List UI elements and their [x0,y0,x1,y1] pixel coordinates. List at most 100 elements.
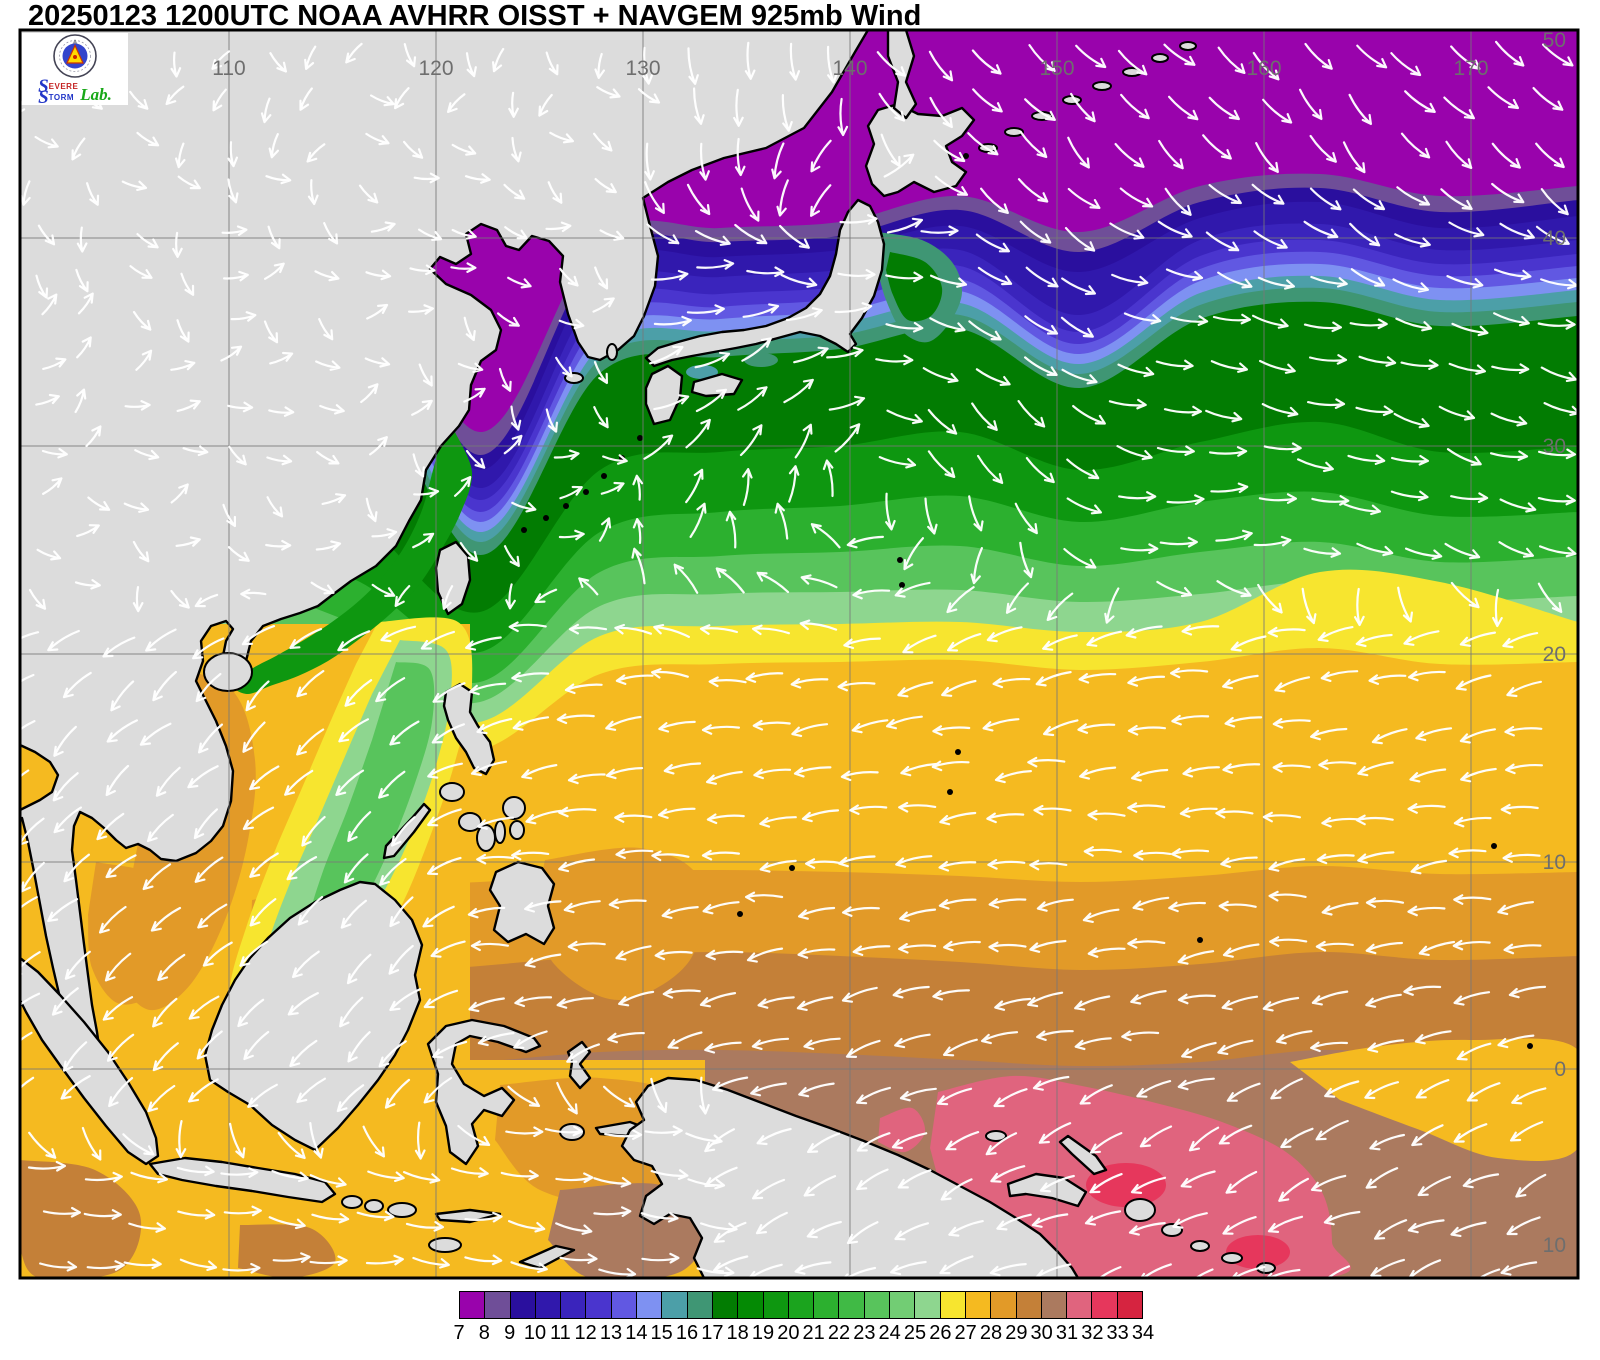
brand-torm: TORM [48,92,75,102]
lat-label-4: 10 [1543,851,1566,874]
colorbar-cell-16 [687,1291,713,1319]
land-new-ireland [1058,1134,1108,1176]
islet [789,865,795,871]
colorbar-cell-7 [459,1291,486,1319]
sst-colorbar-labels: 7 8 9 10 11 12 13 14 15 16 17 18 19 20 21 22 23 24 25 26 27 2… [0,1322,1600,1352]
brand-s1: S [38,76,49,97]
colorbar-tick-32: 32 [1081,1322,1104,1344]
island-solomon-3 [1221,1252,1243,1264]
colorbar-tick-20: 20 [777,1322,800,1344]
colorbar-cell-29 [1016,1291,1042,1319]
sst-region-32 [1086,1163,1166,1207]
colorbar-cell-23 [864,1291,891,1319]
colorbar-tick-9: 9 [504,1322,516,1344]
sst-region-23 [307,662,435,951]
lat-label-6: 10 [1543,1234,1566,1257]
land-borneo [203,880,424,1152]
islet [637,435,643,441]
sst-region-28 [88,862,179,1005]
brand-lab: Lab. [80,85,112,104]
sst-region-29 [238,1224,336,1278]
colorbar-cell-11 [561,1291,587,1319]
colorbar-tick-17: 17 [701,1322,724,1344]
island-hainan [203,652,253,692]
colorbar-tick-18: 18 [726,1322,749,1344]
brand-evere: EVERE [48,81,79,91]
lon-label-120: 120 [418,57,453,80]
colorbar-cell-30 [1041,1291,1068,1319]
island-kuril-8 [1179,41,1197,51]
colorbar-cell-20 [788,1291,815,1319]
university-seal-icon [52,33,98,80]
colorbar-tick-13: 13 [599,1322,623,1344]
land-java [148,1156,337,1204]
colorbar-cell-15 [662,1291,688,1319]
island-lombok [364,1199,384,1213]
islet [583,489,589,495]
sst-region-28 [535,847,705,1001]
colorbar-cell-27 [965,1291,992,1319]
island-mindoro [439,782,465,802]
land-halmahera [566,1040,592,1090]
islet [737,911,743,917]
islet [899,582,905,588]
brand-s2: S [38,87,49,108]
colorbar-tick-26: 26 [929,1322,952,1344]
island-solomon-1 [1161,1223,1183,1237]
lon-label-150: 150 [1039,57,1074,80]
colorbar-cell-17 [712,1291,739,1319]
colorbar-tick-7: 7 [453,1322,465,1344]
axis-label-layer: 110 120 130 140 150 160 170 50 40 30 20 10 0 10 [212,30,1566,1257]
land-luzon [442,682,496,776]
islet [1527,1043,1533,1049]
island-solomon-2 [1190,1240,1210,1252]
lat-label-1: 40 [1543,227,1566,250]
colorbar-cell-31 [1067,1291,1093,1319]
colorbar-cell-19 [763,1291,789,1319]
lon-label-110: 110 [212,57,245,80]
colorbar-cell-33 [1117,1291,1144,1319]
island-tsushima [606,343,618,361]
colorbar-tick-19: 19 [751,1322,775,1344]
colorbar-tick-30: 30 [1030,1322,1053,1344]
sst-region-32 [1226,1235,1290,1269]
colorbar-tick-23: 23 [853,1322,876,1344]
lat-label-2: 30 [1543,435,1566,458]
lon-label-170: 170 [1453,57,1488,80]
land-taiwan [434,540,472,616]
page-title: 20250123 1200UTC NOAA AVHRR OISST + NAVG… [28,0,922,32]
sst-region-29 [20,1160,142,1278]
colorbar-tick-11: 11 [549,1322,571,1344]
severe-storm-lab-logo: S EVERE S TORM Lab. [22,33,128,107]
colorbar-tick-34: 34 [1131,1322,1155,1344]
colorbar-tick-8: 8 [478,1322,490,1344]
colorbar-tick-22: 22 [827,1322,851,1344]
lat-label-5: 0 [1554,1058,1566,1081]
colorbar-tick-14: 14 [625,1322,648,1344]
colorbar-tick-28: 28 [979,1322,1003,1344]
colorbar-cell-8 [485,1291,511,1319]
colorbar-tick-33: 33 [1106,1322,1129,1344]
colorbar-tick-31: 31 [1055,1322,1079,1344]
lon-label-140: 140 [832,57,867,80]
map-border [18,28,1580,1280]
brand-wordmark: S EVERE S TORM Lab. [38,77,112,107]
colorbar-cell-24 [890,1291,916,1319]
island-sumba [428,1237,462,1253]
lon-label-130: 130 [625,57,660,80]
islet [521,527,527,533]
lon-label-160: 160 [1246,57,1281,80]
colorbar-tick-12: 12 [574,1322,597,1344]
colorbar-tick-16: 16 [675,1322,699,1344]
colorbar-cell-25 [915,1291,941,1319]
island-leyte [509,820,525,840]
sst-region-15 [686,365,718,379]
islet [543,515,549,521]
colorbar-tick-10: 10 [523,1322,547,1344]
colorbar-cell-10 [535,1291,562,1319]
islet [955,749,961,755]
sst-region-16 [744,353,778,367]
colorbar-tick-27: 27 [954,1322,977,1344]
islet [1197,937,1203,943]
